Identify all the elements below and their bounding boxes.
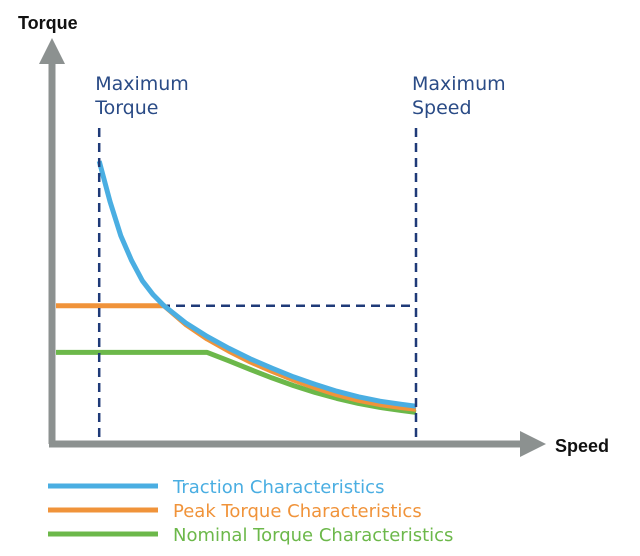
series-line-traction-characteristics	[96, 160, 417, 409]
x-axis-title: Speed	[555, 436, 609, 456]
legend-label-traction-characteristics: Traction Characteristics	[172, 477, 384, 498]
annotation-label-max-speed: Speed	[412, 97, 472, 119]
series-line-peak-torque-characteristics	[56, 303, 417, 412]
annotation-label-max-torque: Torque	[94, 97, 158, 119]
y-axis-title: Torque	[18, 13, 78, 33]
series-line-nominal-torque-characteristics	[56, 349, 417, 415]
annotation-label-max-speed: Maximum	[412, 73, 506, 95]
series-lines	[56, 160, 417, 415]
legend-label-nominal-torque-characteristics: Nominal Torque Characteristics	[173, 525, 453, 546]
annotation-label-max-torque: Maximum	[95, 73, 189, 95]
y-axis-arrow	[39, 38, 65, 64]
legend-label-peak-torque-characteristics: Peak Torque Characteristics	[173, 501, 422, 522]
x-axis-arrow	[520, 431, 546, 457]
legend: Traction Characteristics Peak Torque Char…	[48, 477, 453, 546]
